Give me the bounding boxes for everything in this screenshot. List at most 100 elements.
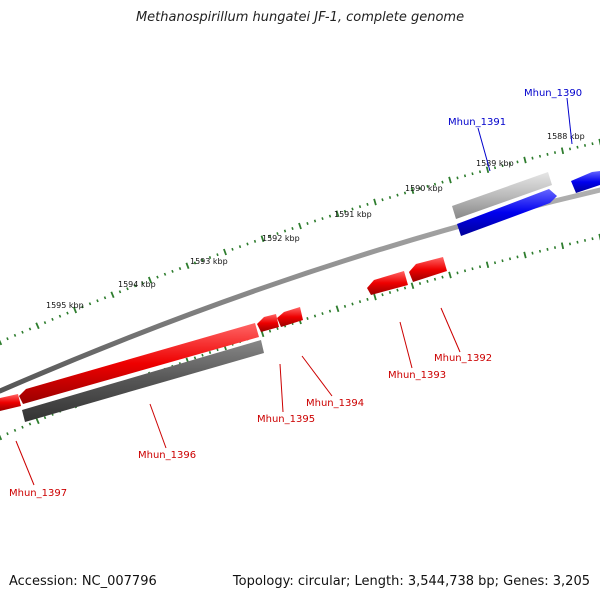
genome-backbone — [0, 187, 600, 394]
minor-tick — [531, 251, 534, 255]
minor-tick — [88, 302, 92, 306]
minor-tick — [321, 217, 324, 221]
minor-tick — [6, 432, 9, 436]
major-tick — [110, 291, 115, 299]
major-tick — [373, 198, 377, 206]
kbp-label: 1590 kbp — [405, 184, 443, 193]
minor-tick — [478, 170, 482, 174]
gene-label-mhun-1391[interactable]: Mhun_1391 — [448, 117, 506, 128]
gene-label-mhun-1395[interactable]: Mhun_1395 — [257, 414, 315, 425]
minor-tick — [583, 239, 587, 242]
gene-arrow-mhun-1393[interactable] — [367, 271, 408, 295]
gene-arrow-mhun-1391[interactable] — [457, 189, 557, 236]
minor-tick — [21, 330, 24, 334]
major-tick — [0, 434, 3, 441]
minor-tick — [388, 195, 392, 199]
major-tick — [485, 261, 490, 269]
gene-arrow-mhun-1392[interactable] — [409, 257, 447, 282]
outer-tick-ring — [0, 138, 600, 346]
gene-label-mhun-1390[interactable]: Mhun_1390 — [524, 88, 582, 99]
gene-features — [0, 171, 600, 422]
kbp-label: 1595 kbp — [46, 301, 84, 310]
minor-tick — [471, 172, 474, 176]
gene-label-mhun-1392[interactable]: Mhun_1392 — [434, 353, 492, 364]
kbp-label: 1589 kbp — [476, 159, 514, 168]
minor-tick — [28, 327, 32, 331]
minor-tick — [193, 261, 197, 265]
minor-tick — [238, 245, 242, 249]
gene-label-mhun-1397[interactable]: Mhun_1397 — [9, 488, 67, 499]
kbp-label: 1591 kbp — [334, 210, 372, 219]
minor-tick — [283, 229, 287, 233]
minor-tick — [538, 154, 542, 158]
minor-tick — [268, 234, 272, 238]
minor-tick — [396, 193, 399, 197]
minor-tick — [343, 209, 347, 213]
gene-arrow-mhun-1394[interactable] — [277, 307, 303, 327]
minor-tick — [381, 198, 384, 202]
minor-tick — [328, 309, 332, 313]
minor-tick — [208, 255, 212, 259]
minor-tick — [13, 428, 17, 432]
minor-tick — [493, 261, 497, 265]
genome-summary-text: Topology: circular; Length: 3,544,738 bp… — [232, 574, 590, 589]
minor-tick — [516, 255, 519, 259]
minor-tick — [28, 422, 32, 426]
minor-tick — [246, 242, 249, 246]
minor-tick — [51, 317, 54, 321]
minor-tick — [358, 300, 362, 304]
gene-arrow-mhun-1390[interactable] — [571, 171, 600, 193]
minor-tick — [351, 207, 354, 211]
minor-tick — [253, 239, 257, 243]
minor-tick — [508, 257, 512, 261]
minor-tick — [156, 275, 159, 279]
minor-tick — [358, 205, 362, 209]
minor-tick — [403, 286, 407, 290]
kbp-label: 1588 kbp — [547, 132, 585, 141]
minor-tick — [321, 312, 324, 316]
minor-tick — [568, 147, 572, 151]
major-tick — [223, 248, 227, 256]
gene-labels: Mhun_1390 Mhun_1391 Mhun_1392 Mhun_1393 … — [9, 88, 582, 499]
major-tick — [448, 176, 452, 184]
map-title: Methanospirillum hungatei JF-1, complete… — [135, 10, 465, 25]
rna-feature-light[interactable] — [452, 172, 552, 219]
minor-tick — [433, 182, 437, 186]
minor-tick — [426, 184, 429, 188]
major-tick — [35, 322, 40, 330]
minor-tick — [366, 297, 369, 301]
gene-arrow-mhun-1395[interactable] — [257, 314, 279, 332]
minor-tick — [178, 267, 182, 271]
minor-tick — [591, 142, 594, 146]
gene-arrow-mhun-1397[interactable] — [0, 394, 21, 411]
minor-tick — [463, 269, 467, 273]
major-tick — [185, 262, 190, 270]
minor-tick — [328, 214, 332, 218]
minor-tick — [43, 416, 47, 420]
inner-tick-ring — [0, 233, 600, 441]
gene-leader-lines — [15, 97, 573, 486]
major-tick — [147, 276, 153, 284]
minor-tick — [531, 156, 534, 160]
minor-tick — [418, 187, 422, 191]
rna-feature-dark[interactable] — [22, 340, 264, 422]
kbp-label: 1593 kbp — [190, 257, 228, 266]
minor-tick — [351, 302, 354, 306]
minor-tick — [141, 281, 144, 285]
gene-label-mhun-1396[interactable]: Mhun_1396 — [138, 450, 196, 461]
minor-tick — [501, 259, 504, 263]
minor-tick — [216, 348, 219, 352]
kbp-labels: 1588 kbp 1589 kbp 1590 kbp 1591 kbp 1592… — [46, 132, 585, 310]
minor-tick — [216, 253, 219, 257]
gene-arrow-mhun-1396[interactable] — [19, 323, 259, 404]
major-tick — [410, 187, 415, 195]
minor-tick — [58, 314, 62, 318]
minor-tick — [538, 249, 542, 253]
minor-tick — [231, 247, 234, 251]
gene-label-mhun-1394[interactable]: Mhun_1394 — [306, 398, 364, 409]
minor-tick — [471, 267, 474, 271]
accession-text: Accession: NC_007796 — [9, 574, 157, 589]
major-tick — [298, 222, 302, 230]
gene-label-mhun-1393[interactable]: Mhun_1393 — [388, 370, 446, 381]
